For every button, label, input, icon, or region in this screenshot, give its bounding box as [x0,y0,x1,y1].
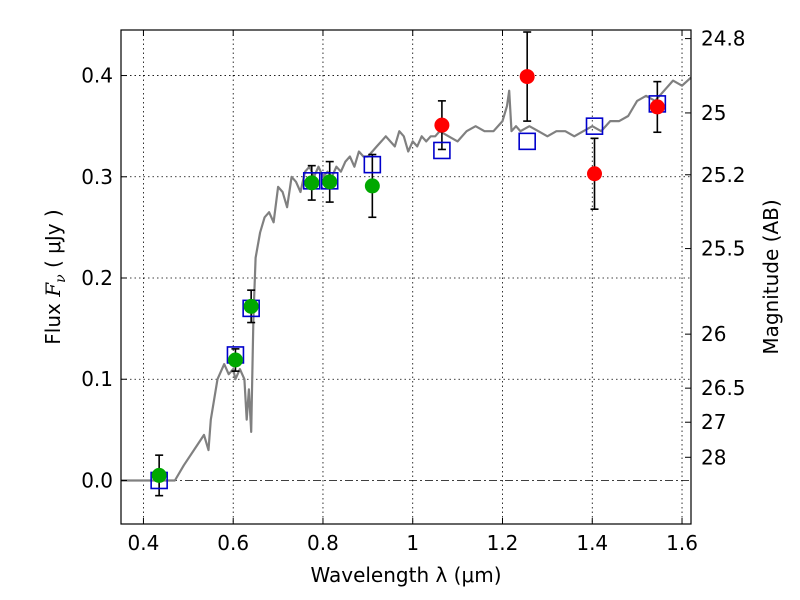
axis-ticks: 0.4 0.6 0.8 1 1.2 1.4 1.6 0.0 0.1 0.2 0.3 0.4 24.8 25… [81,27,745,555]
y-axis-label: Flux Fν ( μJy ) [41,209,69,344]
photometry-point [587,166,603,182]
y-label-prefix: Flux [41,297,65,345]
model-square-marker [433,141,451,160]
observed-photometry-points [151,69,665,483]
photometry-point [151,467,167,483]
model-spectrum [121,76,692,482]
photometry-point [649,99,665,115]
model-square-marker [363,155,382,174]
y2-tick-label: 24.8 [701,27,746,51]
y2-tick-label: 28 [701,445,726,469]
y-label-subscript: ν [53,274,69,283]
photometry-point [227,352,243,368]
x-tick-label: 0.8 [307,531,339,555]
x-tick-label: 1.6 [666,531,698,555]
y-tick-label: 0.0 [81,468,113,492]
y-tick-label: 0.2 [81,266,113,290]
y2-axis-label: Magnitude (AB) [759,199,783,354]
photometry-point [322,174,338,190]
x-tick-label: 1.2 [487,531,519,555]
y2-tick-label: 25 [701,101,726,125]
photometry-point [519,69,535,85]
x-tick-label: 1 [406,531,419,555]
photometry-point [364,178,380,194]
y-tick-label: 0.1 [81,367,113,391]
photometry-point [304,175,320,191]
y2-tick-label: 25.2 [701,163,746,187]
y2-tick-label: 26 [701,322,726,346]
model-square-marker [518,132,536,151]
x-tick-label: 1.4 [576,531,608,555]
x-tick-label: 0.6 [217,531,249,555]
x-axis-label: Wavelength λ (μm) [310,563,501,587]
y2-tick-label: 25.5 [701,237,746,261]
spectrum-line [121,76,692,482]
y-tick-label: 0.3 [81,165,113,189]
y-label-symbol: F [41,282,65,298]
y2-tick-label: 27 [701,410,726,434]
y-tick-label: 0.4 [81,64,113,88]
x-tick-label: 0.4 [128,531,160,555]
y-label-suffix: ( μJy ) [41,209,65,274]
y2-tick-label: 26.5 [701,376,746,400]
grid [121,30,691,524]
model-square-marker [585,117,604,135]
photometry-point [434,117,450,133]
photometry-point [243,298,259,314]
plot-frame [120,29,692,525]
error-bars [155,31,662,497]
model-photometry-squares [150,95,667,490]
